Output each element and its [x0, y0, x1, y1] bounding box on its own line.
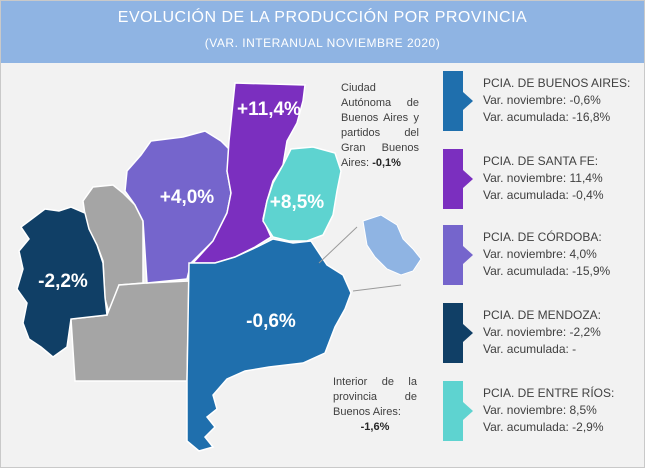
card-monthly-var: Var. noviembre: -2,2%: [483, 325, 601, 339]
card-color-bar: [443, 303, 463, 363]
card-pointer: [463, 246, 473, 264]
province-santa-fe: [191, 82, 306, 264]
card-monthly-var: Var. noviembre: 11,4%: [483, 171, 603, 185]
inset-leader-line-bottom: [352, 284, 402, 292]
buenos-aires-value-label: -0,6%: [246, 311, 296, 332]
card-pointer: [463, 402, 473, 420]
card-monthly-var: Var. noviembre: 4,0%: [483, 247, 597, 261]
caba-note-value: -0,1%: [372, 157, 401, 169]
caba-note: Ciudad Autónoma de Buenos Aires y partid…: [341, 81, 419, 171]
interior-note: Interior de la provincia de Buenos Aires…: [333, 375, 417, 435]
card-cumulative-var: Var. acumulada: -16,8%: [483, 110, 611, 124]
card-entre-rios: PCIA. DE ENTRE RÍOS: Var. noviembre: 8,5…: [443, 381, 633, 441]
cordoba-value-label: +4,0%: [160, 187, 215, 208]
card-province-name: PCIA. DE CÓRDOBA:: [483, 230, 602, 244]
card-province-name: PCIA. DE MENDOZA:: [483, 308, 602, 322]
card-province-name: PCIA. DE BUENOS AIRES:: [483, 76, 631, 90]
card-cumulative-var: Var. acumulada: -15,9%: [483, 264, 611, 278]
header-banner: EVOLUCIÓN DE LA PRODUCCIÓN POR PROVINCIA…: [1, 1, 644, 63]
card-pointer: [463, 170, 473, 188]
interior-note-value: -1,6%: [360, 421, 390, 433]
entre-rios-value-label: +8,5%: [270, 192, 325, 213]
card-santa-fe: PCIA. DE SANTA FE: Var. noviembre: 11,4%…: [443, 149, 633, 209]
province-buenos-aires: [186, 238, 352, 452]
card-color-bar: [443, 71, 463, 131]
card-color-bar: [443, 381, 463, 441]
card-monthly-var: Var. noviembre: -0,6%: [483, 93, 601, 107]
card-mendoza: PCIA. DE MENDOZA: Var. noviembre: -2,2% …: [443, 303, 633, 363]
interior-note-text: Interior de la provincia de Buenos Aires…: [333, 376, 417, 418]
caba-note-text: Ciudad Autónoma de Buenos Aires y partid…: [341, 82, 419, 169]
card-buenos-aires: PCIA. DE BUENOS AIRES: Var. noviembre: -…: [443, 71, 633, 131]
province-mendoza: [16, 206, 108, 358]
santa-fe-value-label: +11,4%: [237, 99, 301, 120]
page-subtitle: (VAR. INTERANUAL NOVIEMBRE 2020): [204, 36, 441, 50]
card-cumulative-var: Var. acumulada: -2,9%: [483, 420, 604, 434]
card-cumulative-var: Var. acumulada: -: [483, 342, 577, 356]
card-monthly-var: Var. noviembre: 8,5%: [483, 403, 597, 417]
card-cumulative-var: Var. acumulada: -0,4%: [483, 188, 604, 202]
card-cordoba: PCIA. DE CÓRDOBA: Var. noviembre: 4,0% V…: [443, 225, 633, 285]
mendoza-value-label: -2,2%: [38, 271, 88, 292]
page-title: EVOLUCIÓN DE LA PRODUCCIÓN POR PROVINCIA: [117, 9, 528, 26]
card-province-name: PCIA. DE ENTRE RÍOS:: [483, 386, 615, 400]
card-pointer: [463, 324, 473, 342]
inset-leader-line-top: [318, 226, 358, 264]
card-color-bar: [443, 149, 463, 209]
card-color-bar: [443, 225, 463, 285]
caba-gba-inset-shape: [362, 214, 422, 276]
card-pointer: [463, 92, 473, 110]
card-province-name: PCIA. DE SANTA FE:: [483, 154, 599, 168]
